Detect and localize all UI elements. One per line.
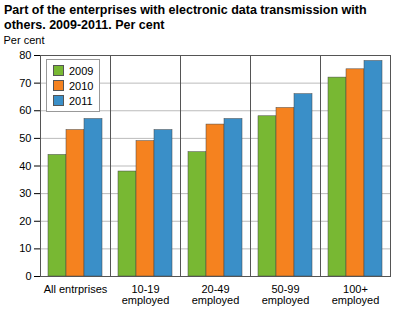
svg-text:50: 50 xyxy=(19,132,31,144)
svg-text:50-99employed: 50-99employed xyxy=(262,283,310,306)
svg-text:10-19employed: 10-19employed xyxy=(122,283,170,306)
html-text:2010: 2010 xyxy=(69,79,94,92)
svg-text:0: 0 xyxy=(25,270,31,282)
svg-text:20: 20 xyxy=(19,215,31,227)
svg-text:60: 60 xyxy=(19,104,31,116)
html-text:2009: 2009 xyxy=(69,64,94,77)
svg-text:70: 70 xyxy=(19,77,31,89)
svg-text:Per cent: Per cent xyxy=(4,34,45,46)
svg-text:20-49employed: 20-49employed xyxy=(192,283,240,306)
svg-text:All entrprises: All entrprises xyxy=(44,283,108,295)
svg-text:100+employed: 100+employed xyxy=(332,283,380,306)
svg-text:10: 10 xyxy=(19,242,31,254)
html-text:2011: 2011 xyxy=(69,94,93,107)
html-text:Part of the enterprises with e: Part of the enterprises with electronic … xyxy=(4,3,367,32)
svg-text:30: 30 xyxy=(19,187,31,199)
svg-text:40: 40 xyxy=(19,160,31,172)
svg-text:80: 80 xyxy=(19,49,31,61)
